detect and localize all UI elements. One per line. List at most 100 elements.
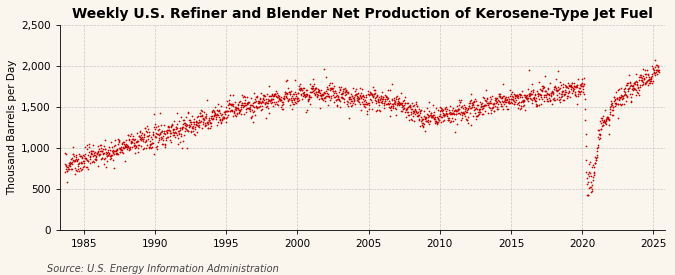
Point [92, 164, 103, 169]
Point [385, 101, 396, 106]
Point [421, 112, 432, 116]
Point [493, 91, 504, 96]
Point [583, 192, 593, 197]
Point [479, 104, 490, 108]
Point [277, 103, 288, 107]
Point [259, 98, 269, 103]
Point [391, 113, 402, 117]
Point [339, 86, 350, 91]
Point [101, 165, 111, 169]
Point [316, 95, 327, 100]
Point [566, 83, 577, 87]
Point [446, 111, 456, 116]
Point [585, 170, 595, 175]
Point [315, 94, 326, 98]
Point [382, 95, 393, 99]
Point [111, 147, 122, 152]
Point [468, 99, 479, 104]
Point [618, 93, 629, 97]
Point [376, 94, 387, 98]
Point [267, 100, 277, 104]
Point [229, 105, 240, 110]
Point [211, 112, 222, 116]
Point [549, 85, 560, 89]
Point [172, 142, 183, 147]
Point [321, 91, 332, 95]
Point [150, 135, 161, 139]
Point [59, 151, 70, 155]
Point [633, 86, 644, 91]
Point [337, 90, 348, 95]
Point [144, 133, 155, 138]
Point [555, 97, 566, 101]
Point [562, 94, 572, 98]
Point [416, 119, 427, 123]
Point [472, 107, 483, 112]
Point [130, 137, 140, 141]
Point [500, 104, 511, 108]
Point [355, 95, 366, 100]
Point [485, 99, 495, 103]
Point [513, 103, 524, 107]
Point [644, 78, 655, 82]
Point [375, 100, 386, 104]
Point [122, 145, 132, 150]
Point [519, 102, 530, 107]
Point [219, 110, 230, 114]
Point [99, 156, 110, 160]
Point [645, 78, 656, 83]
Point [397, 108, 408, 113]
Point [288, 97, 299, 101]
Point [649, 71, 659, 75]
Point [560, 90, 571, 94]
Point [246, 103, 257, 107]
Point [242, 106, 252, 110]
Point [505, 94, 516, 98]
Point [418, 109, 429, 113]
Point [385, 105, 396, 109]
Point [66, 167, 77, 171]
Point [225, 108, 236, 112]
Point [342, 100, 353, 104]
Point [205, 120, 215, 124]
Point [358, 102, 369, 107]
Point [184, 125, 195, 130]
Point [352, 94, 362, 98]
Point [163, 124, 174, 128]
Point [562, 94, 573, 99]
Point [75, 153, 86, 158]
Point [340, 90, 351, 94]
Point [242, 102, 252, 106]
Point [298, 91, 308, 96]
Point [279, 90, 290, 94]
Point [507, 101, 518, 106]
Point [98, 152, 109, 156]
Point [410, 100, 421, 104]
Point [455, 100, 466, 104]
Point [292, 99, 302, 103]
Point [336, 95, 347, 99]
Point [452, 111, 463, 115]
Point [427, 114, 437, 119]
Point [570, 84, 580, 89]
Point [195, 111, 206, 116]
Point [273, 95, 284, 99]
Point [618, 95, 628, 100]
Point [566, 91, 577, 95]
Point [375, 109, 385, 113]
Point [586, 174, 597, 178]
Point [348, 98, 359, 103]
Point [269, 100, 279, 105]
Point [451, 112, 462, 116]
Point [318, 67, 329, 71]
Point [625, 95, 636, 99]
Point [145, 144, 156, 149]
Point [215, 117, 225, 121]
Point [623, 86, 634, 90]
Point [119, 145, 130, 149]
Point [543, 95, 554, 100]
Point [404, 103, 415, 107]
Point [637, 75, 647, 80]
Point [542, 90, 553, 95]
Point [651, 68, 662, 72]
